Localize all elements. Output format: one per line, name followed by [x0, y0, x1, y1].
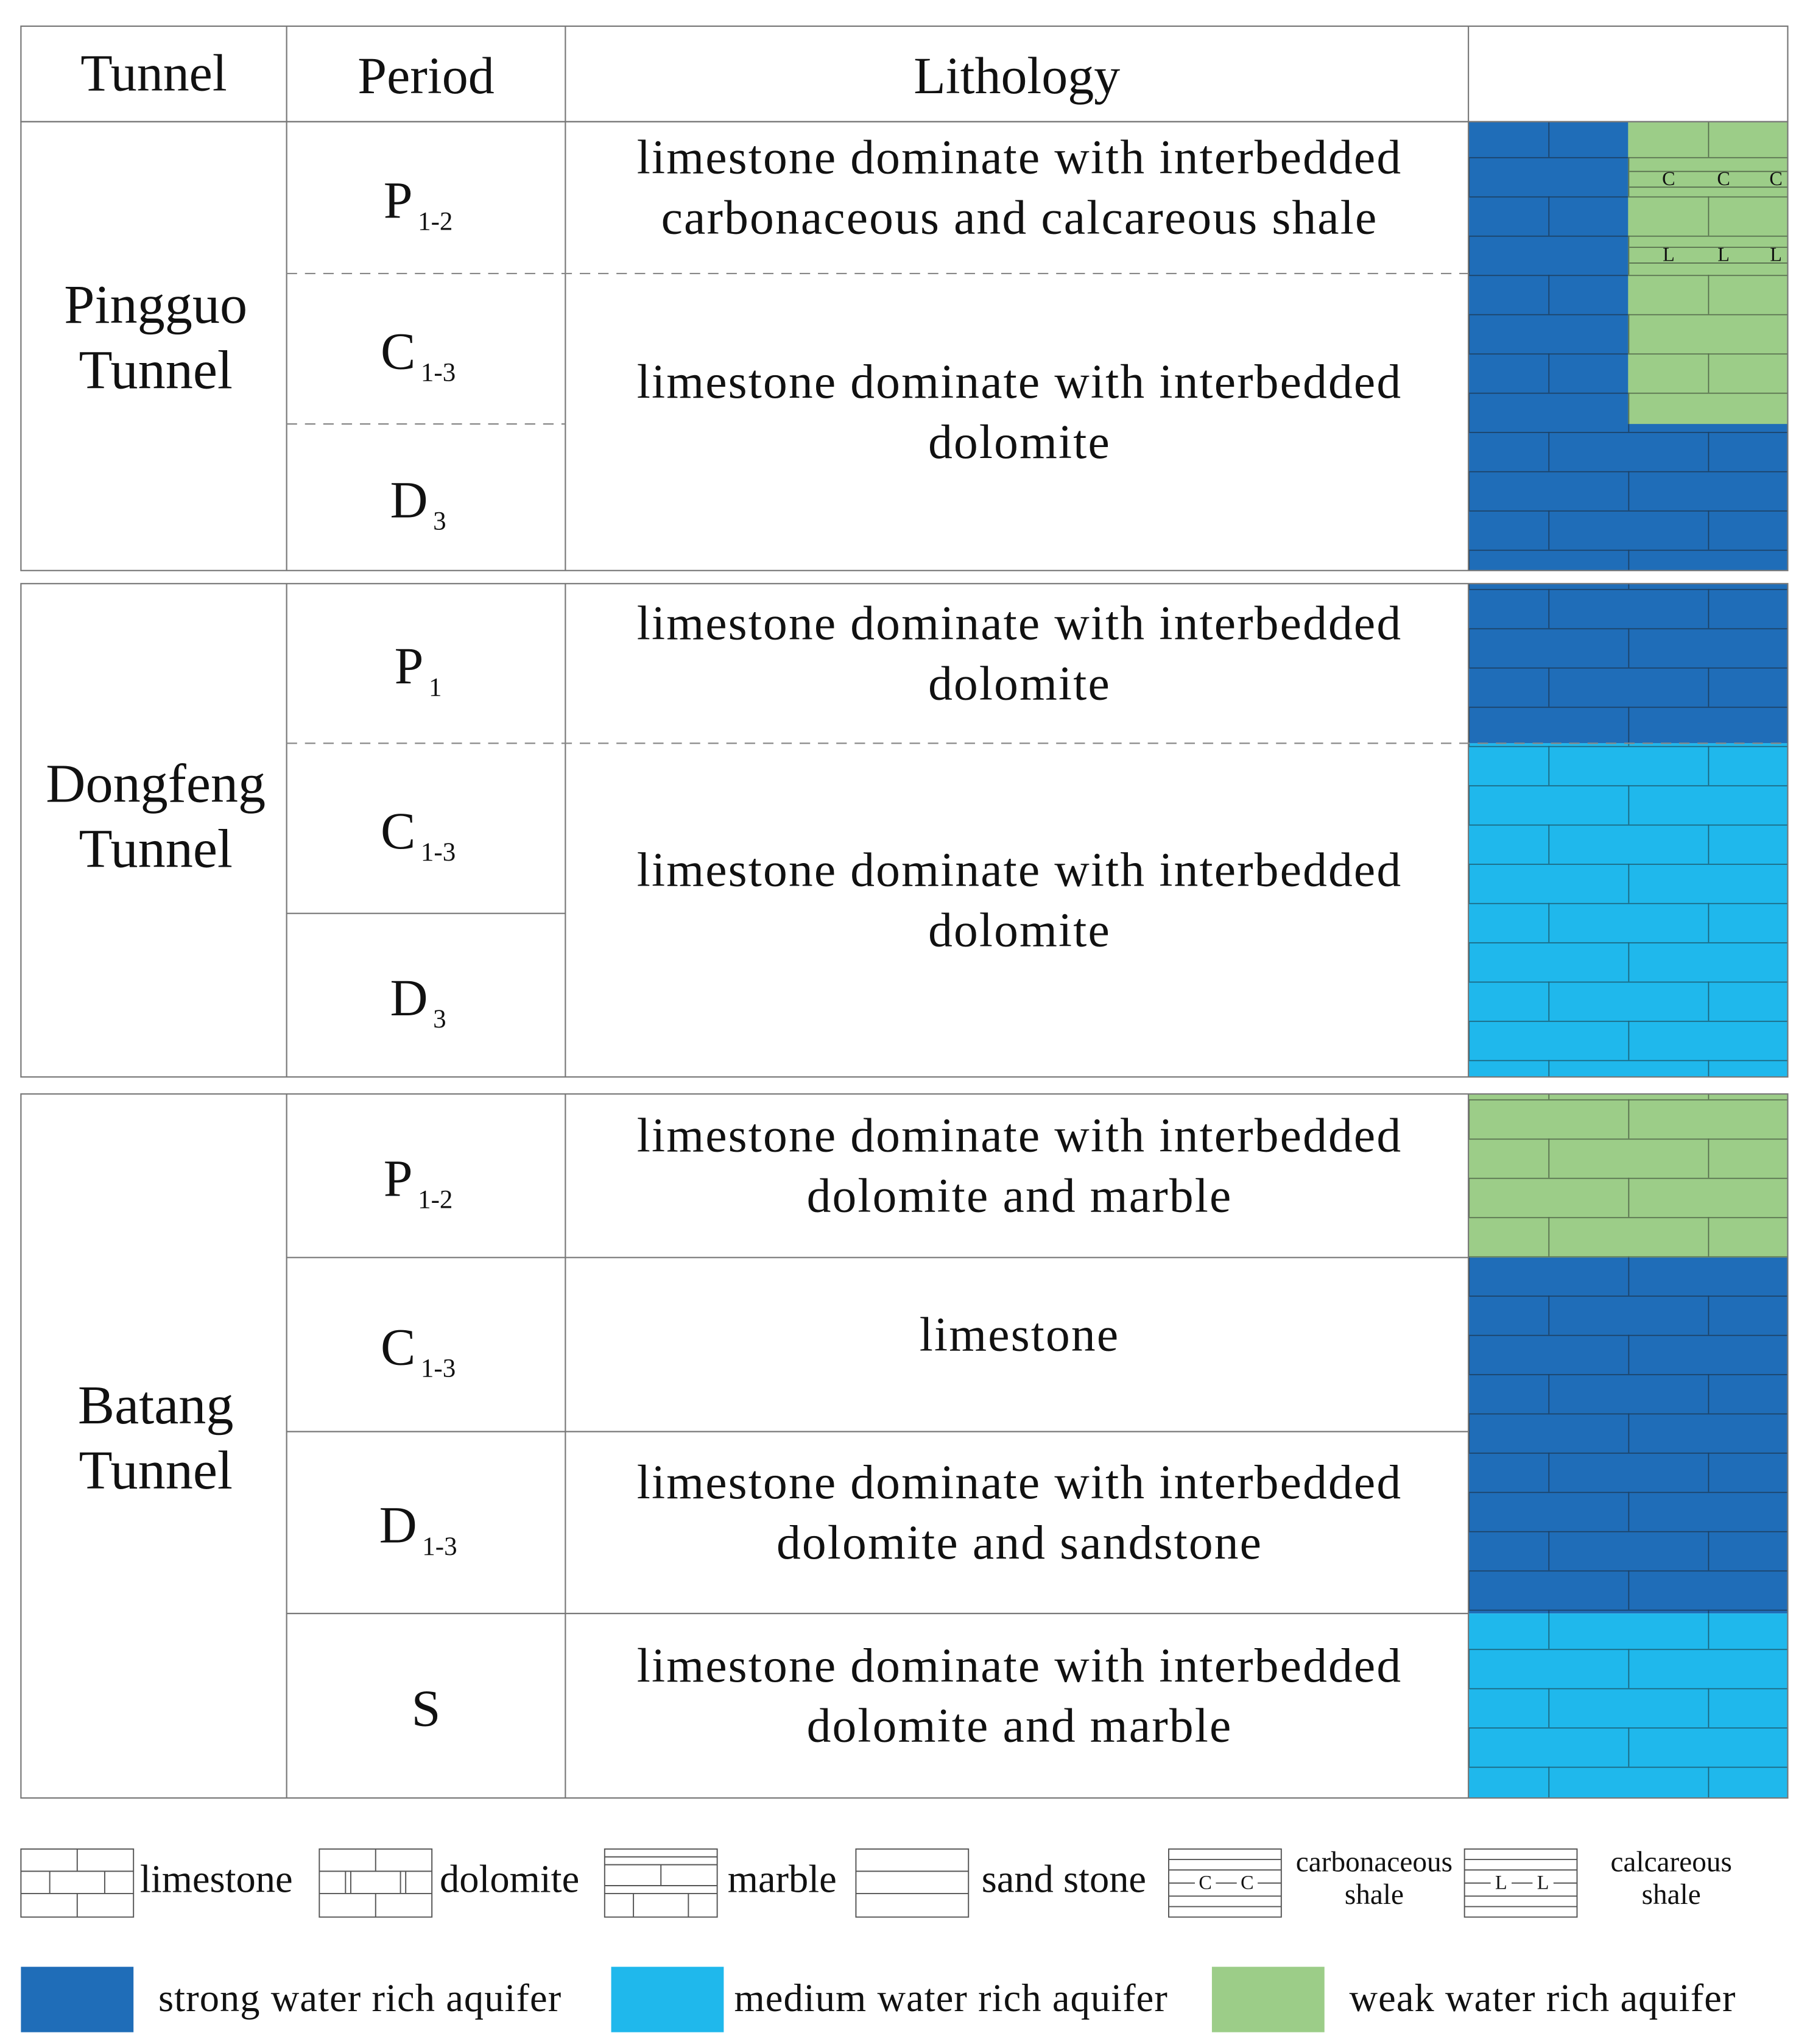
lithology-text: dolomite and marble	[807, 1699, 1233, 1753]
legend-symbol: C	[1199, 1871, 1212, 1893]
legend-label: weak water rich aquifer	[1350, 1976, 1736, 2020]
shale-symbol: L	[1663, 244, 1675, 266]
period-symbol: P	[395, 636, 424, 695]
lithology-text: limestone dominate with interbedded	[637, 1639, 1402, 1693]
lithology-pattern	[1468, 1613, 1788, 1799]
lithology-text: dolomite	[928, 415, 1111, 469]
legend-label: medium water rich aquifer	[734, 1976, 1168, 2020]
period-subscript: 1-2	[418, 1185, 453, 1214]
lithology-text: dolomite and marble	[807, 1169, 1233, 1223]
period-subscript: 1	[429, 673, 442, 702]
lithology-text: limestone	[920, 1308, 1119, 1361]
legend-symbol: C	[1241, 1871, 1254, 1893]
legend-swatch	[1211, 1967, 1325, 2032]
legend-label: shale	[1345, 1879, 1404, 1911]
period-subscript: 3	[433, 1005, 446, 1034]
period: C 1-3	[381, 322, 456, 387]
lithology-text: limestone dominate with interbedded	[637, 131, 1402, 185]
lithology-pattern	[1468, 583, 1788, 744]
legend-pattern	[856, 1870, 969, 1894]
lithology-pattern	[1468, 1094, 1788, 1258]
legend-pattern	[604, 1856, 717, 1917]
legend-pattern	[319, 1848, 432, 1917]
lithology-text: dolomite and sandstone	[776, 1516, 1262, 1570]
period-symbol: P	[384, 1149, 413, 1207]
period-symbol: D	[390, 968, 428, 1027]
shale-symbol: C	[1717, 167, 1730, 189]
legend-label: calcareous	[1610, 1846, 1731, 1878]
period-subscript: 1-3	[421, 358, 456, 387]
period-subscript: 3	[433, 507, 446, 535]
shale-band	[1629, 166, 1787, 192]
period-symbol: D	[390, 470, 428, 529]
period-subscript: 1-2	[418, 207, 453, 236]
legend-swatch	[611, 1967, 724, 2032]
legend-symbol: L	[1495, 1871, 1507, 1893]
legend-pattern	[1169, 1859, 1281, 1908]
lithology-pattern	[1468, 743, 1788, 1077]
lithology-text: limestone dominate with interbedded	[637, 597, 1402, 650]
legend-swatch	[21, 1967, 134, 2032]
lithology-text: limestone dominate with interbedded	[637, 844, 1402, 897]
lithology-text: carbonaceous and calcareous shale	[661, 191, 1378, 245]
legend-label: strong water rich aquifer	[158, 1976, 562, 2020]
shale-symbol: C	[1662, 167, 1675, 189]
header-cell: Period	[357, 46, 494, 105]
period-subscript: 1-3	[421, 1354, 456, 1383]
legend-label: carbonaceous	[1296, 1846, 1453, 1878]
shale-lines	[1629, 171, 1788, 188]
section-frame	[20, 583, 1789, 1078]
period-symbol: C	[381, 322, 415, 380]
tunnel-name: Tunnel	[79, 819, 233, 879]
period: P 1-2	[384, 1149, 453, 1214]
period-symbol: P	[384, 171, 413, 229]
period-symbol: S	[412, 1679, 441, 1737]
lithology-text: dolomite	[928, 657, 1111, 710]
tunnel-name: Batang	[78, 1375, 234, 1436]
tunnel-name: Pingguo	[64, 274, 247, 335]
shale-band	[1629, 242, 1787, 269]
period: D 1-3	[379, 1495, 457, 1560]
legend-symbol: L	[1537, 1871, 1549, 1893]
period: P 1-2	[384, 171, 453, 236]
period-symbol: C	[381, 802, 415, 860]
period-symbol: D	[379, 1495, 417, 1554]
period: C 1-3	[381, 802, 456, 867]
shale-lines	[1629, 247, 1788, 264]
lithology-pattern	[1468, 1257, 1788, 1614]
period-subscript: 1-3	[422, 1532, 457, 1561]
tunnel-name: Tunnel	[79, 1440, 233, 1501]
shale-symbol: L	[1717, 244, 1730, 266]
legend-label: marble	[728, 1858, 837, 1901]
period-subscript: 1-3	[421, 838, 456, 867]
section-frame	[20, 121, 1789, 571]
tunnel-name: Tunnel	[79, 339, 233, 400]
shale-symbol: C	[1769, 167, 1783, 189]
legend-label: sand stone	[982, 1858, 1146, 1901]
legend-swatch	[855, 1848, 970, 1918]
legend-label: shale	[1642, 1879, 1701, 1911]
lithology-text: dolomite	[928, 903, 1111, 957]
lithology-text: limestone dominate with interbedded	[637, 1456, 1402, 1509]
lithology-text: limestone dominate with interbedded	[637, 355, 1402, 409]
lithology-text: limestone dominate with interbedded	[637, 1109, 1402, 1163]
legend-label: limestone	[140, 1858, 293, 1901]
legend-swatch	[604, 1848, 718, 1918]
period: S	[412, 1679, 441, 1737]
tunnel-name: Dongfeng	[46, 753, 266, 814]
header-cell: Tunnel	[80, 44, 227, 102]
section-frame	[20, 1093, 1789, 1799]
period: C 1-3	[381, 1317, 456, 1383]
legend-label: dolomite	[440, 1858, 579, 1901]
header-cell: Lithology	[914, 46, 1120, 105]
legend-pattern	[1464, 1859, 1577, 1908]
legend-pattern	[21, 1848, 134, 1917]
period-symbol: C	[381, 1317, 415, 1376]
shale-symbol: L	[1770, 244, 1782, 266]
